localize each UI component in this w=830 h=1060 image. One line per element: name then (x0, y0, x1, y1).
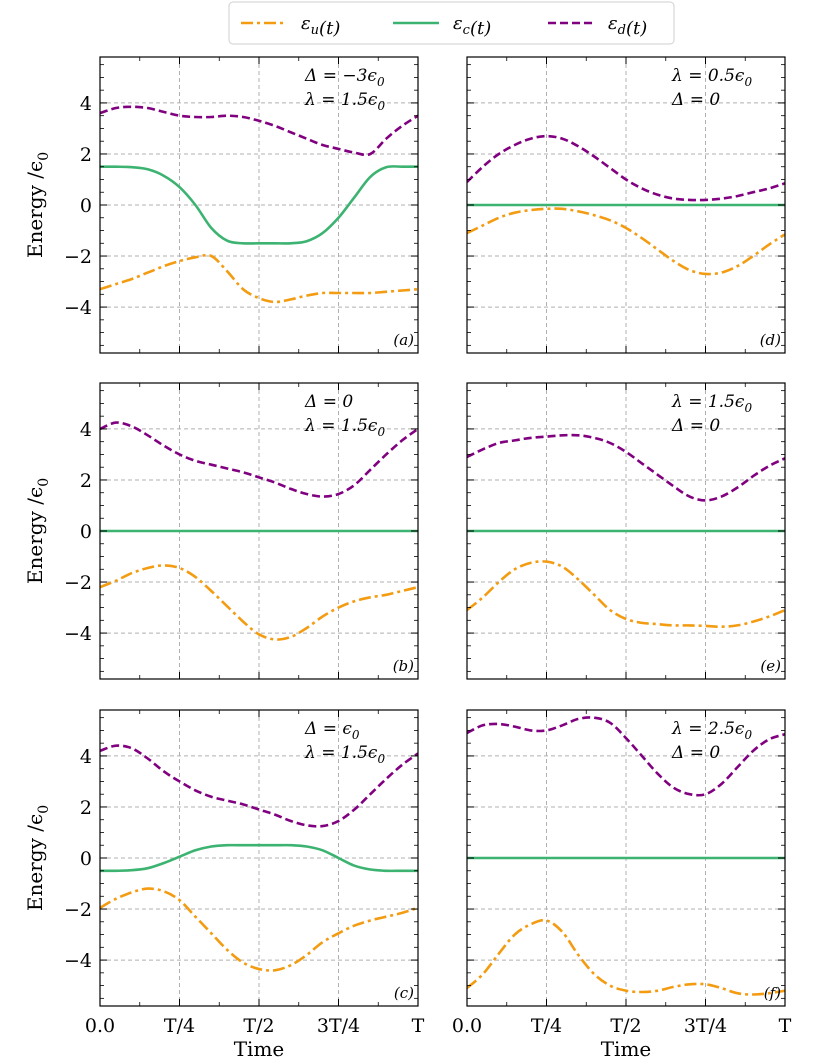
panel-annotation: λ = 0.5ϵ0 (671, 66, 752, 89)
legend-label-d: εd(t) (608, 13, 647, 39)
x-tick-label: T (779, 1015, 792, 1037)
y-axis-title: Energy /ϵ0 (23, 152, 52, 258)
legend-box (228, 1, 675, 45)
y-axis-title: Energy /ϵ0 (23, 478, 52, 584)
panel-tag: (f) (764, 984, 781, 1002)
panel-annotation: Δ = 0 (671, 743, 720, 763)
x-tick-label: 0.0 (452, 1015, 482, 1037)
series-line-u (100, 253, 418, 304)
y-tick-label: 4 (80, 419, 92, 441)
panel-annotation: Δ = 0 (671, 90, 720, 110)
series-line-d (467, 716, 785, 797)
x-axis-title: Time (234, 1037, 285, 1060)
panel-annotation: λ = 1.5ϵ0 (671, 392, 752, 415)
x-axis-title: Time (601, 1037, 652, 1060)
y-tick-label: 0 (80, 848, 92, 870)
panel-annotation: λ = 2.5ϵ0 (671, 719, 752, 742)
y-tick-label: 2 (80, 470, 92, 492)
x-tick-label: 3T/4 (684, 1015, 727, 1037)
y-tick-label: 0 (80, 521, 92, 543)
y-tick-label: 2 (80, 144, 92, 166)
panel-tag: (a) (393, 331, 414, 349)
y-axis-title: Energy /ϵ0 (23, 805, 52, 911)
panel-annotation: Δ = 0 (671, 416, 720, 436)
x-tick-label: T/4 (164, 1015, 195, 1037)
y-tick-label: −4 (64, 623, 92, 645)
x-tick-label: T/2 (243, 1015, 274, 1037)
panel-annotation: Δ = ϵ0 (304, 719, 360, 742)
panel-annotation: λ = 1.5ϵ0 (304, 743, 385, 766)
series-line-c (100, 165, 418, 245)
x-tick-label: T/4 (531, 1015, 562, 1037)
panel-tag: (b) (393, 657, 414, 675)
panel-tag: (c) (394, 984, 414, 1002)
panel-annotation: Δ = −3ϵ0 (304, 66, 385, 89)
series-line-u (100, 887, 418, 972)
series-line-d (467, 134, 785, 202)
series-line-u (467, 560, 785, 629)
panel-annotation: λ = 1.5ϵ0 (304, 416, 385, 439)
y-tick-label: −4 (64, 950, 92, 972)
y-tick-label: 4 (80, 93, 92, 115)
series-line-d (100, 744, 418, 828)
series-line-c (100, 843, 418, 873)
panel-tag: (d) (760, 331, 781, 349)
series-line-d (467, 433, 785, 502)
series-line-u (467, 918, 785, 996)
y-tick-label: −2 (64, 572, 92, 594)
legend-label-c: εc(t) (453, 13, 491, 39)
y-tick-label: 4 (80, 746, 92, 768)
panel-annotation: λ = 1.5ϵ0 (304, 90, 385, 113)
series-line-d (100, 421, 418, 498)
series-line-u (467, 207, 785, 276)
x-tick-label: 0.0 (85, 1015, 115, 1037)
legend: εu(t) εc(t) εd(t) (228, 1, 675, 45)
panel-annotation: Δ = 0 (304, 392, 353, 412)
series-line-d (100, 105, 418, 157)
panel-b: 4 2 0 −2 −4 Energy /ϵ0 Δ = 0 λ = 1.5ϵ0 (b) (23, 382, 419, 680)
y-tick-label: −2 (64, 899, 92, 921)
x-tick-label: 3T/4 (317, 1015, 360, 1037)
panel-c: 4 2 0 −2 −4 Energy /ϵ0 0.0 T/4 T/2 3T/4 T Time Δ = ϵ… (23, 709, 425, 1060)
y-tick-label: −2 (64, 246, 92, 268)
y-tick-label: 2 (80, 797, 92, 819)
panel-tag: (e) (760, 657, 781, 675)
legend-label-u: εu(t) (301, 13, 340, 39)
x-tick-label: T (412, 1015, 425, 1037)
y-tick-label: −4 (64, 297, 92, 319)
series-line-u (100, 564, 418, 641)
y-tick-label: 0 (80, 195, 92, 217)
x-tick-label: T/2 (610, 1015, 641, 1037)
